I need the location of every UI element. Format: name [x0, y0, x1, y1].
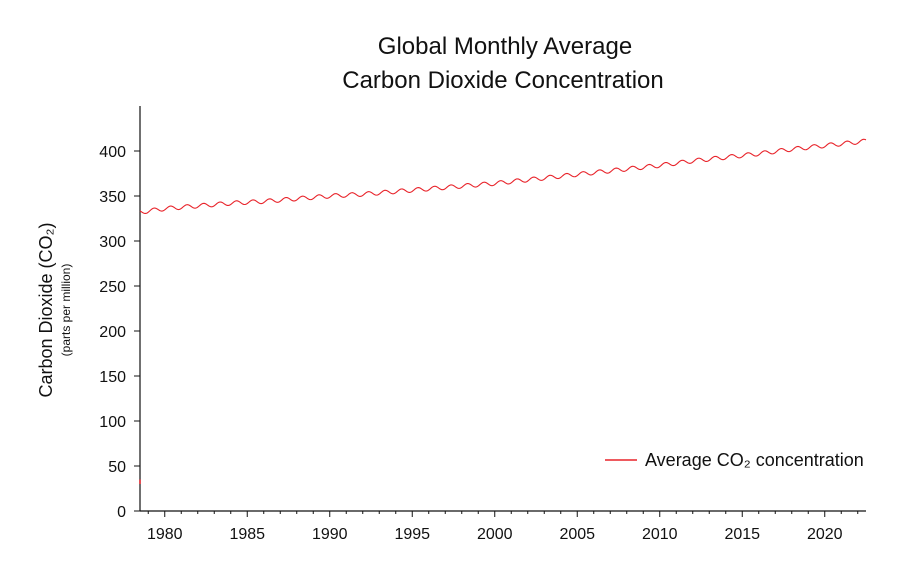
x-tick-label: 1980 — [147, 526, 183, 543]
y-tick-label: 300 — [99, 234, 126, 251]
y-axis-subtitle: (parts per million) — [59, 264, 73, 357]
y-tick-label: 150 — [99, 369, 126, 386]
y-axis-title-main: Carbon Dioxide (CO₂) — [36, 222, 56, 397]
axes-layer: 0 50 100 150 200 250 300 350 400 1980 1985 1990 1995… — [99, 106, 866, 543]
series-layer — [139, 138, 867, 484]
x-tick-label: 1985 — [229, 526, 265, 543]
y-tick-label: 50 — [108, 459, 126, 476]
legend: Average CO₂ concentration — [605, 450, 864, 470]
chart-title-line-2: Carbon Dioxide Concentration — [342, 67, 664, 94]
y-axis-title-sub: (parts per million) — [59, 264, 73, 357]
series-line-average-co2 — [139, 138, 867, 215]
x-tick-label: 2020 — [807, 526, 843, 543]
y-axis-title: Carbon Dioxide (CO₂) — [36, 222, 56, 397]
x-tick-label: 2010 — [642, 526, 678, 543]
chart-title-line-1: Global Monthly Average — [378, 33, 632, 60]
y-tick-label: 400 — [99, 144, 126, 161]
x-tick-label: 2015 — [724, 526, 760, 543]
y-tick-label: 200 — [99, 324, 126, 341]
legend-label: Average CO₂ concentration — [645, 450, 864, 470]
x-tick-label: 2000 — [477, 526, 513, 543]
x-tick-label: 2005 — [559, 526, 595, 543]
y-tick-label: 350 — [99, 189, 126, 206]
y-tick-label: 0 — [117, 504, 126, 521]
y-tick-label: 100 — [99, 414, 126, 431]
x-tick-label: 1995 — [394, 526, 430, 543]
y-tick-label: 250 — [99, 279, 126, 296]
x-tick-label: 1990 — [312, 526, 348, 543]
